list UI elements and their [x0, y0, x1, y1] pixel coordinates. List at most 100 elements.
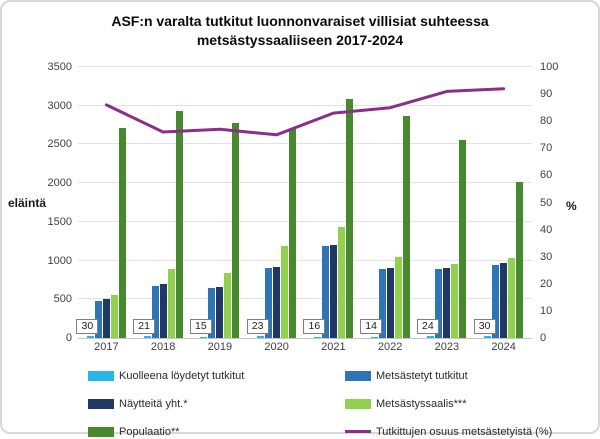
bar-series-1	[484, 335, 492, 338]
plot-area: 30 21 15 23 16 14 24 30	[76, 66, 532, 339]
bar-series-4	[167, 269, 175, 338]
chart-title: ASF:n varalta tutkitut luonnonvaraiset v…	[111, 13, 489, 48]
legend: Kuolleena löydetyt tutkitut Metsästetyt t…	[88, 368, 558, 439]
gridline	[78, 298, 532, 300]
left-axis-ticks: 0 500 1000 1500 2000 2500 3000 3500	[28, 61, 72, 344]
data-label: 24	[416, 319, 439, 334]
bar-series-2	[492, 264, 500, 338]
gridline	[78, 104, 532, 106]
gridline	[78, 259, 532, 261]
left-axis-tick: 2000	[47, 177, 72, 190]
bar-series-5	[118, 128, 126, 338]
data-label: 15	[189, 319, 212, 334]
bar-series-2	[321, 245, 329, 338]
legend-swatch	[345, 398, 371, 409]
right-axis-tick: 20	[540, 277, 553, 290]
bar-series-3	[102, 298, 110, 338]
gridline	[78, 66, 532, 67]
left-axis-tick: 3000	[47, 99, 72, 112]
legend-label: Metsästetyt tutkitut	[376, 369, 468, 382]
right-axis-tick: 40	[540, 223, 553, 236]
bar-series-2	[94, 300, 102, 338]
bar-series-2	[208, 288, 216, 338]
gridline	[78, 143, 532, 145]
bar-series-3	[500, 262, 508, 338]
right-axis-title: %	[566, 199, 577, 213]
x-axis-label: 2017	[94, 341, 119, 353]
right-axis-tick: 100	[540, 61, 559, 73]
bar-series-1	[143, 336, 151, 338]
bar-series-5	[232, 122, 240, 338]
bar-series-1	[427, 336, 435, 338]
bar-series-4	[394, 256, 402, 338]
legend-swatch	[88, 426, 114, 437]
gridline	[78, 220, 532, 222]
bar-series-4	[508, 258, 516, 338]
left-axis-title: eläintä	[8, 196, 47, 210]
bar-series-3	[386, 268, 394, 338]
bar-series-1	[257, 336, 265, 338]
gridline	[78, 182, 532, 184]
x-axis-labels: 2017 2018 2019 2020 2021 2022 2023 2024	[78, 341, 532, 355]
x-axis-label: 2021	[321, 341, 346, 353]
right-axis-tick: 90	[540, 88, 553, 101]
bar-series-4	[281, 245, 289, 338]
bar-series-4	[224, 272, 232, 338]
legend-swatch	[88, 398, 114, 409]
bar-series-3	[216, 286, 224, 338]
x-axis-label: 2018	[150, 341, 176, 353]
right-axis-tick: 10	[540, 304, 553, 317]
percentage-line	[104, 87, 506, 137]
legend-label: Näytteitä yht.*	[119, 397, 188, 410]
bar-series-5	[289, 128, 297, 338]
right-axis-tick: 50	[540, 196, 553, 209]
data-label: 16	[303, 319, 326, 334]
right-axis-tick: 60	[540, 169, 553, 182]
left-axis-tick: 2500	[47, 138, 72, 151]
bar-series-5	[402, 115, 410, 338]
bar-series-2	[378, 269, 386, 338]
left-axis-tick: 0	[65, 332, 72, 344]
data-label: 30	[76, 319, 99, 334]
legend-line-swatch	[345, 430, 371, 433]
right-axis-tick: 70	[540, 142, 553, 155]
left-axis-tick: 500	[53, 293, 72, 306]
bar-series-3	[329, 244, 337, 338]
data-label: 23	[246, 319, 269, 334]
right-axis-tick: 80	[540, 115, 553, 128]
legend-item: Tutkittujen osuus metsästetyistä (%)	[345, 424, 558, 439]
bar-series-1	[313, 336, 321, 338]
x-axis-label: 2023	[434, 341, 460, 353]
left-axis-tick: 1500	[47, 215, 72, 228]
bar-series-3	[273, 266, 281, 338]
bar-series-5	[516, 182, 524, 338]
legend-label: Tutkittujen osuus metsästetyistä (%)	[376, 425, 553, 438]
x-axis-label: 2022	[377, 341, 403, 353]
legend-label: Populaatio**	[119, 425, 180, 438]
bar-series-4	[110, 294, 118, 338]
bar-series-1	[200, 336, 208, 338]
data-label: 30	[473, 319, 496, 334]
legend-swatch	[345, 370, 371, 381]
data-label: 21	[133, 319, 156, 334]
right-axis-ticks: 0 10 20 30 40 50 60 70 80 90 100	[540, 61, 574, 344]
x-axis-label: 2020	[264, 341, 289, 353]
right-axis-tick: 30	[540, 250, 553, 263]
bar-series-2	[265, 268, 273, 338]
bar-series-1	[86, 335, 94, 338]
bar-series-4	[451, 263, 459, 338]
x-axis-label: 2024	[491, 341, 516, 353]
bar-series-2	[435, 269, 443, 338]
x-axis-label: 2019	[207, 341, 233, 353]
legend-item: Metsästetyt tutkitut	[345, 368, 558, 383]
bar-series-5	[459, 139, 467, 338]
legend-item: Metsästyssaalis***	[345, 396, 558, 411]
legend-item: Kuolleena löydetyt tutkitut	[88, 368, 345, 383]
legend-label: Kuolleena löydetyt tutkitut	[119, 369, 245, 382]
right-axis-tick: 0	[540, 332, 547, 344]
legend-item: Populaatio**	[88, 424, 345, 439]
bar-series-3	[159, 284, 167, 338]
legend-swatch	[88, 370, 114, 381]
data-label: 14	[360, 319, 383, 334]
